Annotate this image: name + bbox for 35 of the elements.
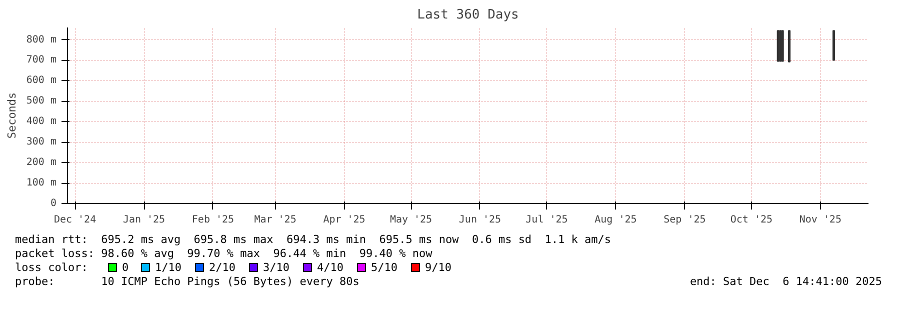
text: packet loss: 98.60 % avg 99.70 % max 96.44 % min 99.40 % now xyxy=(15,246,432,262)
text: 2/10 xyxy=(209,260,236,276)
y-tick-label: 500 m xyxy=(26,96,57,107)
x-tick-label: Dec '24 xyxy=(54,214,96,226)
x-tick-label: Aug '25 xyxy=(594,214,637,226)
x-tick-label: Nov '25 xyxy=(799,214,842,226)
x-tick-label: Jan '25 xyxy=(122,214,166,226)
text: probe: 10 ICMP Echo Pings (56 Bytes) every 80s xyxy=(15,274,360,290)
y-tick-label: 0 xyxy=(50,198,57,209)
chart-title: Last 360 Days xyxy=(417,8,519,22)
y-tick-label: 600 m xyxy=(26,75,57,86)
x-tick-label: Oct '25 xyxy=(730,214,773,226)
y-tick-label: 200 m xyxy=(26,157,57,168)
text: 5/10 xyxy=(371,260,398,276)
text: 4/10 xyxy=(317,260,344,276)
text: 9/10 xyxy=(425,260,452,276)
x-tick-label: Apr '25 xyxy=(323,214,366,226)
text: end: Sat Dec 6 14:41:00 2025 xyxy=(690,274,882,290)
text: median rtt: 695.2 ms avg 695.8 ms max 694.3 ms min 695.5 ms now 0.6 ms sd 1.1 k am/s xyxy=(15,232,612,248)
x-tick-label: Feb '25 xyxy=(192,214,234,226)
text: 3/10 xyxy=(263,260,290,276)
x-tick-label: Jul '25 xyxy=(526,214,568,226)
text: 1/10 xyxy=(155,260,182,276)
x-tick-label: May '25 xyxy=(390,214,432,226)
text: loss color: xyxy=(15,260,88,276)
y-tick-label: 100 m xyxy=(26,178,57,189)
y-tick-label: 300 m xyxy=(26,136,57,148)
y-tick-label: 800 m xyxy=(26,34,57,46)
x-tick-label: Jun '25 xyxy=(458,214,502,226)
x-tick-label: Mar '25 xyxy=(254,214,296,226)
y-tick-label: 700 m xyxy=(26,54,57,66)
text: 0 xyxy=(122,260,129,276)
x-tick-label: Sep '25 xyxy=(664,214,706,226)
y-tick-label: 400 m xyxy=(26,116,57,128)
y-axis-title: Seconds xyxy=(5,92,18,139)
